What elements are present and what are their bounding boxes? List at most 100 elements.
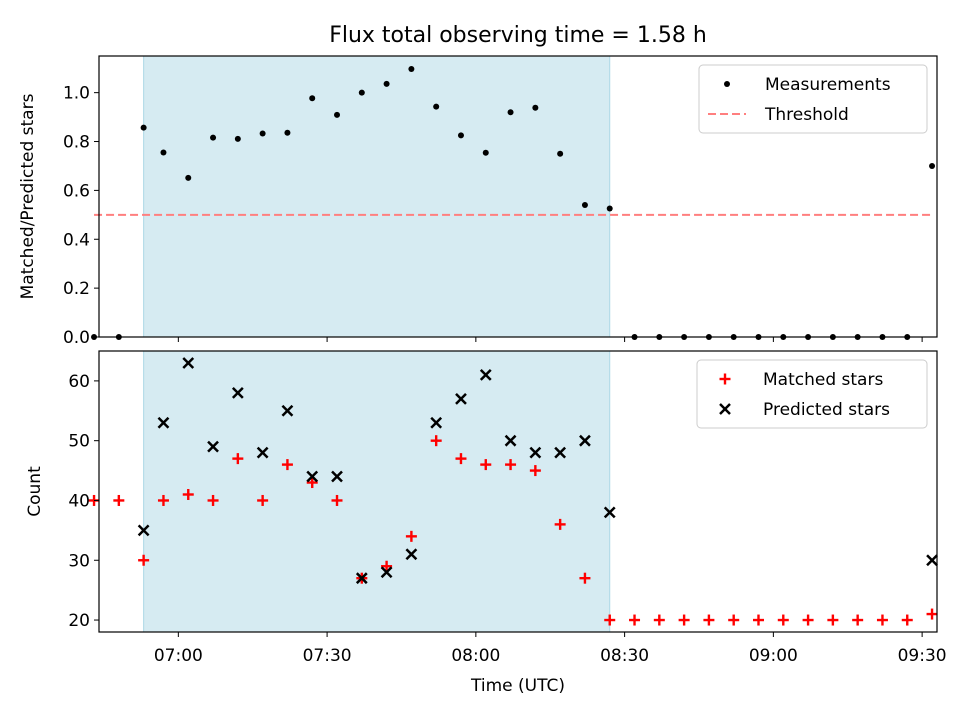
bottom-point-matched-stars — [752, 614, 764, 626]
bottom-point-matched-stars — [728, 614, 740, 626]
top-point-measurements — [383, 80, 390, 87]
top-point-measurements — [557, 150, 564, 157]
bottom-point-matched-stars — [480, 459, 492, 471]
top-point-measurements — [234, 135, 241, 142]
marker-stroke — [529, 446, 542, 459]
marker-stroke — [926, 554, 938, 567]
x-tick-label: 08:30 — [600, 646, 649, 666]
bottom-point-predicted-stars — [554, 446, 567, 459]
bottom-point-matched-stars — [703, 614, 715, 626]
legend-label: Predicted stars — [763, 400, 890, 420]
y-axis-label: Matched/Predicted stars — [18, 93, 38, 299]
marker-stroke — [157, 416, 170, 429]
bottom-point-matched-stars — [604, 614, 616, 626]
bottom-point-predicted-stars — [331, 470, 343, 483]
marker-stroke — [256, 446, 269, 459]
bottom-point-predicted-stars — [504, 434, 517, 447]
legend-marker — [719, 403, 731, 415]
x-tick-label: 07:30 — [303, 646, 352, 666]
bottom-point-matched-stars — [629, 614, 641, 626]
marker-stroke — [137, 524, 150, 537]
top-point-measurements — [185, 174, 192, 181]
bottom-point-matched-stars — [306, 477, 318, 489]
legend-box — [698, 64, 928, 134]
x-tick-label: 08:00 — [451, 646, 500, 666]
y-tick-label: 40 — [68, 491, 90, 511]
marker-stroke — [306, 470, 319, 483]
y-tick-label: 20 — [68, 611, 90, 631]
marker-stroke — [182, 357, 195, 369]
marker-stroke — [479, 369, 492, 381]
marker-stroke — [281, 404, 294, 417]
top-point-measurements — [581, 202, 588, 209]
bottom-point-matched-stars — [113, 494, 125, 506]
x-tick-label: 09:00 — [749, 646, 798, 666]
y-tick-label: 0.8 — [63, 133, 90, 153]
marker-stroke — [355, 572, 368, 585]
top-point-measurements — [532, 104, 539, 111]
bottom-point-predicted-stars — [479, 369, 492, 381]
legend-marker — [719, 373, 731, 385]
bottom-point-predicted-stars — [529, 446, 542, 459]
y-tick-label: 0.6 — [63, 181, 90, 201]
bottom-point-matched-stars — [455, 453, 467, 465]
bottom-point-predicted-stars — [430, 416, 443, 429]
bottom-point-matched-stars — [901, 614, 913, 626]
bottom-point-matched-stars — [281, 459, 293, 471]
bottom-point-matched-stars — [331, 494, 343, 506]
top-point-measurements — [433, 103, 440, 110]
marker-stroke — [331, 470, 343, 483]
y-tick-label: 50 — [68, 432, 90, 452]
bottom-point-matched-stars — [554, 518, 566, 530]
marker-stroke — [231, 386, 244, 399]
y-axis-label: Count — [25, 466, 45, 517]
top-point-measurements — [358, 89, 365, 96]
top-point-measurements — [140, 124, 147, 131]
top-axes-frame — [98, 55, 938, 338]
bottom-point-predicted-stars — [256, 446, 269, 459]
legend-label: Matched stars — [763, 370, 883, 390]
bottom-point-predicted-stars — [603, 506, 616, 519]
top-observing-span — [143, 55, 611, 338]
bottom-point-matched-stars — [852, 614, 864, 626]
top-point-measurements — [284, 129, 291, 136]
top-point-measurements — [606, 205, 613, 212]
bottom-point-predicted-stars — [380, 566, 393, 579]
bottom-point-matched-stars — [207, 494, 219, 506]
bottom-point-matched-stars — [430, 435, 442, 447]
bottom-observing-span — [143, 350, 611, 633]
top-point-measurements — [482, 149, 489, 156]
bottom-point-matched-stars — [802, 614, 814, 626]
marker-stroke — [554, 446, 567, 459]
bottom-point-predicted-stars — [182, 357, 195, 369]
bottom-point-matched-stars — [505, 459, 517, 471]
y-tick-label: 0.0 — [63, 328, 90, 348]
top-point-measurements — [507, 109, 514, 116]
bottom-point-matched-stars — [653, 614, 665, 626]
bottom-point-matched-stars — [138, 554, 150, 566]
marker-stroke — [719, 403, 731, 415]
legend-marker — [724, 81, 730, 87]
plot-area: 0.0 0.2 0.4 0.6 0.8 1.0 Matched/Predicted star… — [18, 55, 947, 696]
bottom-point-matched-stars — [579, 572, 591, 584]
marker-stroke — [455, 392, 467, 405]
top-point-measurements — [160, 149, 167, 156]
marker-stroke — [504, 434, 517, 447]
bottom-point-matched-stars — [381, 560, 393, 572]
marker-stroke — [405, 548, 418, 561]
marker-stroke — [207, 440, 219, 453]
marker-stroke — [380, 566, 393, 579]
top-point-measurements — [457, 132, 464, 139]
bottom-point-predicted-stars — [455, 392, 467, 405]
bottom-point-matched-stars — [182, 488, 194, 500]
top-point-measurements — [309, 95, 316, 102]
bottom-point-predicted-stars — [306, 470, 319, 483]
bottom-point-matched-stars — [827, 614, 839, 626]
y-tick-label: 30 — [68, 551, 90, 571]
bottom-point-matched-stars — [257, 494, 269, 506]
top-point-measurements — [210, 134, 217, 141]
bottom-legend: Matched stars Predicted stars — [696, 359, 928, 429]
bottom-point-predicted-stars — [405, 548, 418, 561]
top-point-measurements — [408, 65, 415, 72]
